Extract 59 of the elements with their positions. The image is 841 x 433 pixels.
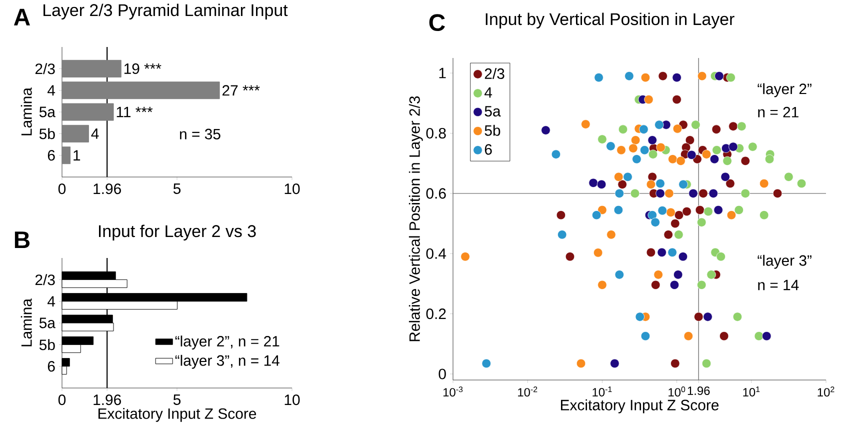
y-tick-label: 6 — [48, 150, 55, 161]
y-tick-label: 1 — [439, 68, 446, 78]
chart-title: Layer 2/3 Pyramid Laminar Input — [44, 4, 288, 20]
y-tick-label: 4 — [48, 85, 56, 96]
y-tick-label: 6 — [48, 361, 55, 372]
x-tick-label: 10$^{1}$ — [743, 386, 760, 396]
y-axis-title: Relative Vertical Position in Layer 2/3 — [408, 96, 423, 342]
chart-title: Input by Vertical Position in Layer — [486, 12, 734, 28]
y-tick-label: 5a — [39, 318, 56, 328]
text: A — [14, 8, 30, 26]
annotation: 19 *** — [124, 63, 162, 74]
legend-label: 2/3 — [484, 68, 504, 79]
y-tick-label: 0.2 — [426, 308, 446, 320]
y-axis-title: Lamina — [20, 298, 32, 346]
text: B — [14, 232, 30, 248]
legend-label: 6 — [484, 144, 492, 155]
annotation: “layer 3” — [758, 254, 812, 269]
annotation: 4 — [91, 128, 99, 139]
x-tick-label: 0 — [58, 184, 66, 194]
x-tick-label: 10$^{2}$ — [818, 386, 834, 397]
annotation: 1 — [74, 150, 80, 160]
y-tick-label: 4 — [48, 296, 56, 306]
annotation: 11 *** — [116, 106, 153, 118]
legend-label: 5a — [484, 106, 501, 117]
x-tick-label: 0 — [58, 394, 66, 406]
annotation: n = 35 — [180, 128, 220, 140]
y-tick-label: 0 — [438, 368, 446, 380]
x-tick-label: 10$^{-1}$ — [592, 386, 612, 396]
y-tick-label: 5a — [39, 106, 56, 118]
x-tick-label: 10$^{-2}$ — [518, 386, 538, 397]
x-tick-label: 5 — [173, 394, 181, 405]
y-tick-label: 5b — [39, 339, 55, 350]
legend-label: 4 — [484, 87, 492, 98]
y-tick-label: 2/3 — [35, 274, 55, 286]
legend-label: “layer 3”, n = 14 — [175, 354, 280, 369]
y-tick-label: 0.4 — [426, 248, 446, 259]
x-axis-title: Excitatory Input Z Score — [560, 399, 719, 414]
y-tick-label: 5b — [39, 128, 55, 140]
legend-label: “layer 2”, n = 21 — [175, 336, 280, 350]
x-tick-label: 1.96 — [94, 184, 121, 194]
x-tick-label: 1.96 — [688, 386, 710, 395]
y-axis-title: Lamina — [20, 88, 32, 136]
annotation: n = 21 — [758, 106, 798, 118]
annotation: 27 *** — [222, 85, 260, 96]
y-tick-label: 2/3 — [35, 63, 55, 74]
x-tick-label: 10 — [284, 394, 300, 406]
chart-title: Input for Layer 2 vs 3 — [99, 224, 256, 241]
legend-label: 5b — [484, 124, 500, 136]
y-tick-label: 0.6 — [426, 188, 446, 199]
annotation: “layer 2” — [758, 83, 812, 98]
y-tick-label: 0.8 — [426, 128, 446, 139]
x-tick-label: 10$^{-3}$ — [443, 386, 463, 397]
x-tick-label: 10 — [284, 184, 300, 194]
x-tick-label: 1.96 — [94, 394, 121, 406]
x-tick-label: 5 — [173, 184, 181, 194]
annotation: n = 14 — [758, 280, 799, 290]
x-tick-label: 10$^{0}$ — [668, 386, 686, 397]
x-axis-title: Excitatory Input Z Score — [98, 408, 256, 422]
text: C — [429, 14, 445, 32]
